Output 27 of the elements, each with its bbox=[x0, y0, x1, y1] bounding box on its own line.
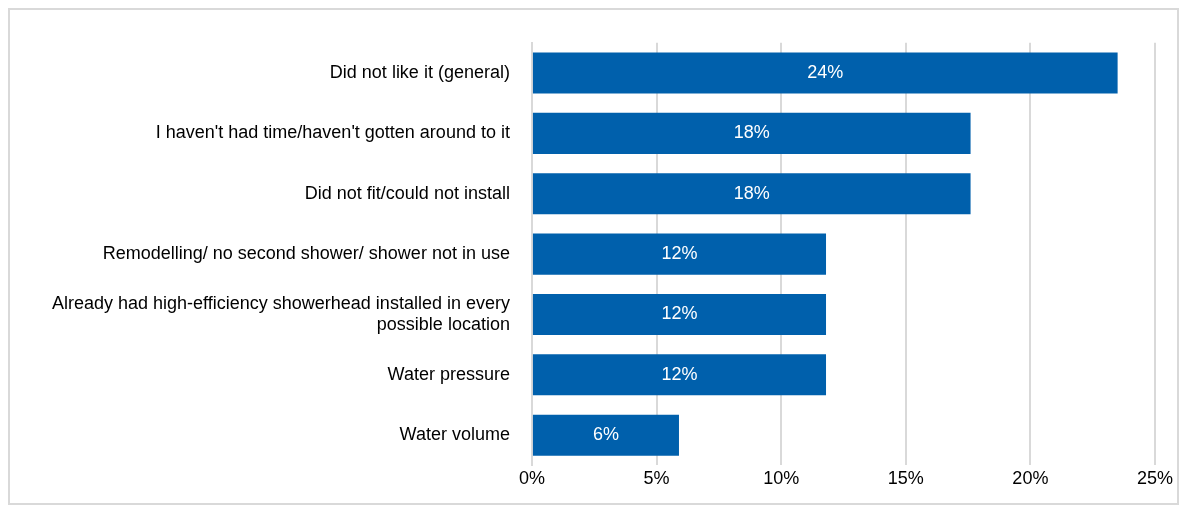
bar bbox=[532, 414, 679, 456]
data-label: 12% bbox=[661, 303, 698, 324]
y-tick-label: Remodelling/ no second shower/ shower not in use bbox=[102, 243, 510, 264]
data-label: 24% bbox=[807, 61, 844, 82]
data-label: 18% bbox=[733, 122, 770, 143]
x-tick-label: 20% bbox=[1012, 468, 1049, 489]
x-tick-label: 0% bbox=[518, 468, 545, 489]
y-tick-label: Did not fit/could not install bbox=[304, 182, 510, 203]
x-tick-label: 15% bbox=[887, 468, 924, 489]
data-label: 6% bbox=[592, 424, 619, 445]
bar bbox=[532, 52, 1118, 94]
x-tick-label: 25% bbox=[1136, 468, 1174, 489]
y-tick-label: Water pressure bbox=[387, 363, 510, 384]
data-label: 12% bbox=[661, 363, 698, 384]
bar bbox=[532, 293, 827, 335]
bar bbox=[532, 173, 971, 215]
bar bbox=[532, 112, 971, 154]
data-label: 12% bbox=[661, 243, 698, 264]
bar bbox=[532, 233, 827, 275]
y-tick-label: Water volume bbox=[399, 424, 510, 445]
bar bbox=[532, 354, 827, 396]
data-label: 18% bbox=[733, 182, 770, 203]
x-tick-label: 5% bbox=[643, 468, 670, 489]
y-tick-label: I haven't had time/haven't gotten around to it bbox=[155, 122, 510, 143]
y-tick-label: Already had high-efficiency showerhead installed in every possible location bbox=[52, 292, 510, 335]
y-tick-label: Did not like it (general) bbox=[329, 61, 510, 82]
x-tick-label: 10% bbox=[763, 468, 800, 489]
